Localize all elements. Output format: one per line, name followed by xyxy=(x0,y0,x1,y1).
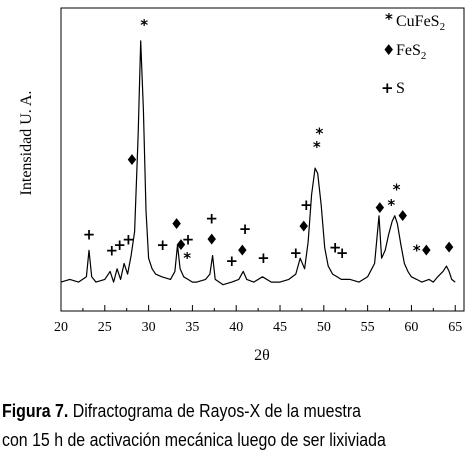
x-tick-label: 65 xyxy=(448,320,462,335)
x-axis-tick-labels: 20 25 30 35 40 45 50 55 60 65 xyxy=(54,320,462,335)
s-marker: + xyxy=(182,231,195,249)
xrd-chart: 20 25 30 35 40 45 50 55 60 65 *♦++++ +♦♦*++♦+♦++ +♦… xyxy=(18,7,465,364)
s-marker: + xyxy=(329,239,342,257)
plot-frame xyxy=(60,7,465,312)
s-marker: + xyxy=(290,244,303,262)
legend-label-fes2: FeS2 xyxy=(396,42,426,62)
legend-entry-s: + S xyxy=(381,79,405,97)
x-tick-label: 60 xyxy=(404,320,418,335)
s-marker: + xyxy=(257,249,270,267)
s-marker: + xyxy=(113,236,126,254)
cufes2-marker: * xyxy=(183,249,191,267)
cufes2-marker: * xyxy=(316,125,324,143)
cufes2-marker: * xyxy=(140,16,148,34)
fes2-marker: ♦ xyxy=(170,215,183,233)
fes2-marker: ♦ xyxy=(420,241,433,259)
s-marker: + xyxy=(226,252,239,270)
cufes2-marker: * xyxy=(387,196,395,214)
x-tick-label: 20 xyxy=(54,320,68,335)
fes2-marker: ♦ xyxy=(236,241,249,259)
s-marker: + xyxy=(122,231,135,249)
fes2-marker: ♦ xyxy=(442,239,455,257)
peak-markers: *♦++++ +♦♦*++♦+♦++ +♦+**++♦ **♦*♦ ♦ xyxy=(83,16,456,270)
s-marker: + xyxy=(83,225,96,243)
cufes2-marker: * xyxy=(313,138,321,156)
fes2-marker: ♦ xyxy=(297,217,310,235)
cufes2-marker: * xyxy=(393,180,401,198)
fes2-marker: ♦ xyxy=(205,231,218,249)
s-marker: + xyxy=(239,220,252,238)
legend-symbol-asterisk: * xyxy=(385,10,393,28)
x-tick-label: 35 xyxy=(185,320,199,335)
legend-label-cufes2: CuFeS2 xyxy=(396,13,445,33)
caption-line-1-text: Difractograma de Rayos-X de la muestra xyxy=(72,400,362,421)
x-axis-title: 2θ xyxy=(254,347,270,364)
s-marker: + xyxy=(336,244,349,262)
legend-entry-cufes2: * CuFeS2 xyxy=(385,10,445,33)
legend: * CuFeS2 ♦ FeS2 + S xyxy=(381,10,445,97)
diffraction-line xyxy=(60,40,456,286)
legend-entry-fes2: ♦ FeS2 xyxy=(382,41,426,62)
s-marker: + xyxy=(205,209,218,227)
caption-label: Figura 7. xyxy=(2,400,69,421)
x-tick-label: 40 xyxy=(229,320,243,335)
s-marker: + xyxy=(300,196,313,214)
s-marker: + xyxy=(156,236,169,254)
legend-label-s: S xyxy=(396,80,405,97)
x-axis-ticks xyxy=(60,305,456,311)
y-axis-title: Intensidad U. A. xyxy=(18,91,35,196)
caption-line-2: con 15 h de activación mecánica luego de… xyxy=(2,429,386,450)
figure-caption: Figura 7. Difractograma de Rayos-X de la… xyxy=(2,396,408,454)
fes2-marker: ♦ xyxy=(396,207,409,225)
fes2-marker: ♦ xyxy=(174,236,187,254)
legend-symbol-diamond: ♦ xyxy=(382,41,395,59)
x-tick-label: 45 xyxy=(273,320,287,335)
fes2-marker: ♦ xyxy=(373,199,386,217)
x-tick-label: 50 xyxy=(317,320,331,335)
fes2-marker: ♦ xyxy=(125,151,138,169)
cufes2-marker: * xyxy=(413,241,421,259)
legend-symbol-plus: + xyxy=(381,79,394,97)
x-tick-label: 30 xyxy=(142,320,156,335)
x-tick-label: 55 xyxy=(361,320,375,335)
s-marker: + xyxy=(106,241,119,259)
caption-line-1: Figura 7. Difractograma de Rayos-X de la… xyxy=(2,396,408,425)
x-tick-label: 25 xyxy=(98,320,112,335)
